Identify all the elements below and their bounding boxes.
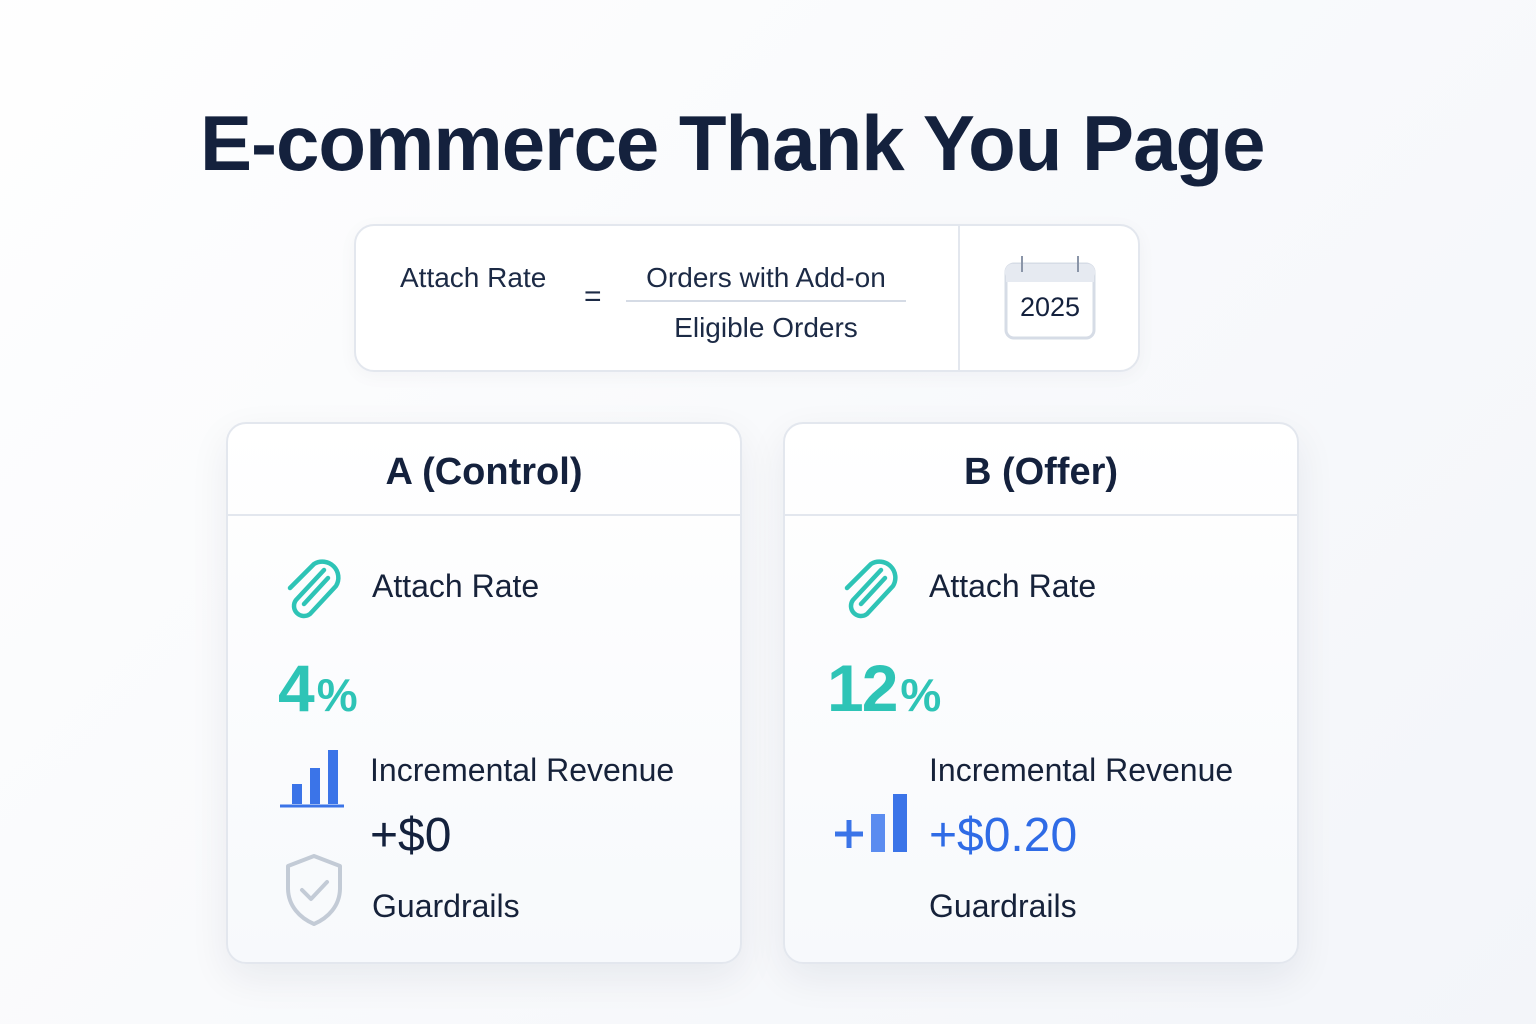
calendar-year: 2025 [1019,292,1081,322]
formula-denominator: Eligible Orders [674,312,858,343]
incremental-revenue-label: Incremental Revenue [929,752,1234,788]
calendar-icon: 2025 [1004,254,1096,340]
incremental-revenue-label: Incremental Revenue [370,752,675,788]
attach-rate-value: 4% [278,650,358,726]
paperclip-icon [278,556,350,633]
page-title: E-commerce Thank You Page [200,99,1265,187]
attach-rate-label: Attach Rate [929,568,1097,604]
attach-rate-unit: % [316,669,358,721]
guardrails-label: Guardrails [929,888,1077,924]
incremental-revenue-value: +$0.20 [929,809,1078,862]
attach-rate-label: Attach Rate [372,568,540,604]
attach-rate-number: 4 [278,651,315,725]
formula-numerator: Orders with Add-on [646,262,886,293]
shield-check-icon [282,852,346,931]
variant-card-a: A (Control) Attach Rate 4% Incremental R… [226,422,742,964]
guardrails-label: Guardrails [372,888,520,924]
attach-rate-formula-card: Attach Rate = Orders with Add-on Eligibl… [354,224,1140,372]
plus-bar-chart-icon [831,790,911,861]
variant-a-title: A (Control) [228,424,740,516]
bar-chart-icon [278,746,346,815]
fraction-bar [626,300,906,302]
paperclip-icon [835,556,907,633]
formula-divider [958,226,960,370]
variant-b-title: B (Offer) [785,424,1297,516]
incremental-revenue-value: +$0 [370,809,452,862]
formula-equals: = [584,280,602,313]
attach-rate-number: 12 [827,651,898,725]
formula-lhs: Attach Rate [400,262,547,293]
variant-card-b: B (Offer) Attach Rate 12% Incremental Re… [783,422,1299,964]
attach-rate-value: 12% [827,650,941,726]
attach-rate-unit: % [900,669,942,721]
